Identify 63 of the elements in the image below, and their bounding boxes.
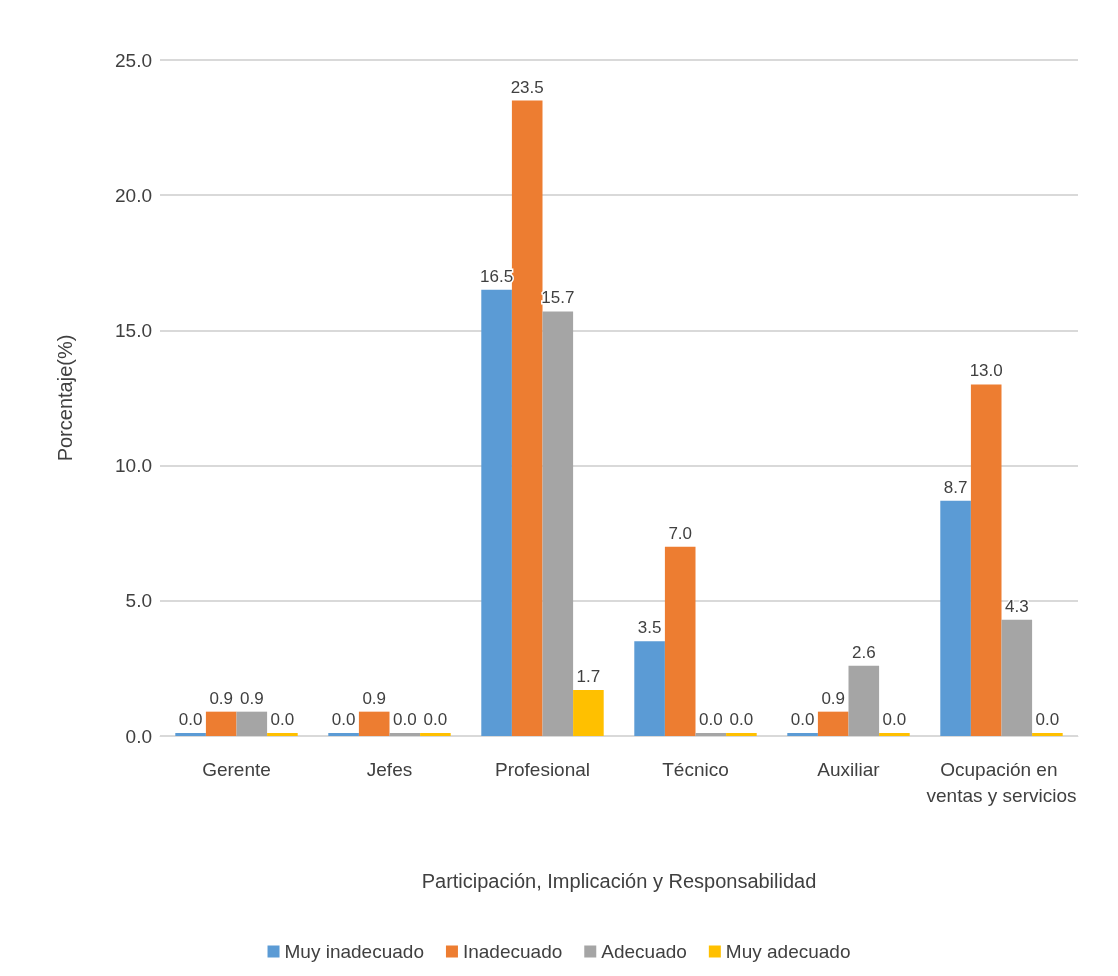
x-axis-title: Participación, Implicación y Responsabilidad [421, 870, 817, 892]
data-label: 2.6 [851, 642, 876, 662]
bar [879, 733, 910, 736]
bar [481, 289, 512, 736]
y-tick-label: 5.0 [125, 590, 152, 612]
bar [1001, 619, 1033, 736]
data-label: 0.0 [1035, 710, 1060, 729]
data-label: 13.0 [969, 361, 1003, 381]
legend-label: Muy adecuado [725, 941, 851, 962]
data-label: 4.3 [1004, 596, 1029, 616]
data-label: 0.0 [270, 710, 295, 729]
y-tick-label: 15.0 [115, 319, 152, 341]
bar [205, 711, 237, 736]
legend-label: Muy inadecuado [284, 941, 424, 962]
y-tick-label: 25.0 [115, 49, 152, 71]
y-tick-label: 20.0 [115, 184, 152, 206]
bar [787, 733, 818, 736]
data-label: 0.9 [239, 688, 264, 708]
bar [267, 733, 298, 736]
x-tick-label: Ocupación en ventas y servicios [926, 758, 1077, 806]
data-label: 0.9 [821, 688, 846, 708]
x-tick-label: Técnico [662, 758, 729, 780]
legend-label: Adecuado [601, 941, 687, 962]
bar [573, 690, 604, 736]
bar [236, 711, 268, 736]
bar [175, 733, 206, 736]
bar [1032, 733, 1063, 736]
x-tick-label: Profesional [494, 758, 591, 780]
data-label: 23.5 [510, 77, 544, 97]
data-label: 3.5 [637, 618, 662, 638]
data-label: 0.0 [790, 710, 815, 729]
data-label: 0.9 [362, 688, 387, 708]
bar [511, 100, 543, 736]
bar [970, 384, 1002, 736]
data-label: 7.0 [668, 523, 693, 543]
data-label: 0.9 [209, 688, 234, 708]
legend-label: Inadecuado [462, 941, 563, 962]
bar [848, 665, 880, 736]
data-label: 0.0 [698, 710, 723, 729]
y-tick-label: 10.0 [115, 455, 152, 477]
bar [817, 711, 849, 736]
bar [358, 711, 390, 736]
data-label: 15.7 [541, 288, 575, 308]
data-label: 0.0 [331, 710, 356, 729]
y-tick-label: 0.0 [125, 725, 152, 747]
data-label: 8.7 [943, 477, 968, 497]
bar [940, 500, 971, 736]
bar [420, 733, 451, 736]
x-tick-label: Auxiliar [817, 758, 881, 780]
data-label: 1.7 [576, 667, 601, 687]
bar [542, 311, 574, 736]
data-label: 0.0 [882, 710, 907, 729]
x-tick-label: Gerente [202, 758, 271, 780]
bar [328, 733, 359, 736]
bar [664, 546, 696, 736]
data-label: 0.0 [178, 710, 203, 729]
x-tick-label: Jefes [366, 758, 413, 780]
bar [634, 641, 665, 736]
data-label: 0.0 [392, 710, 417, 729]
data-label: 0.0 [423, 710, 448, 729]
data-label: 0.0 [729, 710, 754, 729]
y-axis-title: Porcentaje(%) [54, 334, 76, 462]
bar [726, 733, 757, 736]
